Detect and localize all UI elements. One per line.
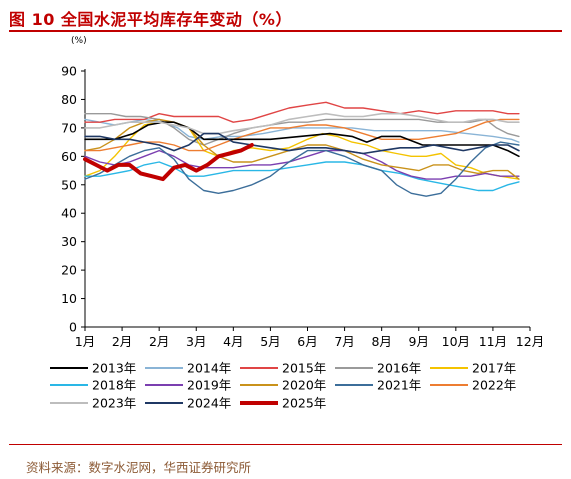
series-line-2022年 bbox=[84, 118, 520, 152]
series-line-2014年 bbox=[84, 118, 520, 143]
legend-label: 2015年 bbox=[282, 361, 326, 376]
source-rule bbox=[9, 444, 562, 445]
legend-label: 2025年 bbox=[282, 396, 326, 411]
y-unit-label: (%) bbox=[71, 36, 87, 46]
y-tick-label: 20 bbox=[61, 263, 77, 278]
axes: 0 10 20 30 40 50 60 70 80 90 1月 2月 2月 3月 4月 5月 6月 7月 8月 9月 1… bbox=[61, 64, 544, 350]
y-tick-label: 40 bbox=[61, 206, 77, 221]
x-tick-label: 9月 bbox=[409, 334, 429, 349]
y-tick-label: 60 bbox=[61, 149, 77, 164]
y-tick-label: 90 bbox=[61, 64, 77, 79]
x-tick-label: 5月 bbox=[260, 334, 280, 349]
series-line-2021年 bbox=[84, 141, 520, 197]
x-tick-label: 11月 bbox=[479, 334, 507, 349]
source-note: 资料来源：数字水泥网，华西证券研究所 bbox=[26, 460, 252, 475]
x-tick-label: 7月 bbox=[334, 334, 354, 349]
legend-label: 2019年 bbox=[187, 378, 231, 393]
y-tick-label: 50 bbox=[61, 177, 77, 192]
series-line-2020年 bbox=[84, 118, 520, 180]
series-line-2018年 bbox=[84, 161, 520, 192]
legend-label: 2024年 bbox=[187, 396, 231, 411]
x-tick-label: 2月 bbox=[112, 334, 132, 349]
x-tick-label: 4月 bbox=[223, 334, 243, 349]
series-lines bbox=[83, 101, 520, 197]
series-line-2016年 bbox=[84, 113, 520, 146]
legend-label: 2023年 bbox=[92, 396, 136, 411]
y-tick-label: 30 bbox=[61, 234, 77, 249]
line-chart: (%) 0 10 20 30 40 50 60 70 80 90 1月 2月 2月 3月 4月 5月 6月 7月 8… bbox=[50, 36, 544, 411]
x-tick-label: 6月 bbox=[297, 334, 317, 349]
series-line-2013年 bbox=[84, 121, 520, 158]
x-tick-label: 3月 bbox=[186, 334, 206, 349]
x-tick-label: 12月 bbox=[516, 334, 544, 349]
legend-label: 2018年 bbox=[92, 378, 136, 393]
title-rule bbox=[9, 30, 562, 32]
legend-label: 2022年 bbox=[472, 378, 516, 393]
legend-label: 2014年 bbox=[187, 361, 231, 376]
legend: 2013年 2014年 2015年 2016年 2017年 2018年 2019年 2020年… bbox=[50, 361, 516, 411]
y-tick-label: 10 bbox=[61, 291, 77, 306]
series-line-2019年 bbox=[84, 149, 520, 180]
legend-label: 2017年 bbox=[472, 361, 516, 376]
x-tick-label: 8月 bbox=[371, 334, 391, 349]
x-tick-label: 2月 bbox=[149, 334, 169, 349]
y-tick-label: 80 bbox=[61, 92, 77, 107]
legend-label: 2013年 bbox=[92, 361, 136, 376]
figure-title: 图 10 全国水泥平均库存年变动（%） bbox=[9, 10, 292, 29]
series-line-2017年 bbox=[84, 121, 520, 180]
series-line-2015年 bbox=[84, 101, 520, 123]
series-line-2023年 bbox=[84, 112, 520, 135]
series-line-2024年 bbox=[84, 132, 520, 155]
x-tick-label: 10月 bbox=[442, 334, 470, 349]
series-line-2025年 bbox=[83, 143, 254, 182]
x-tick-label: 1月 bbox=[75, 334, 95, 349]
y-tick-label: 0 bbox=[69, 320, 77, 335]
y-tick-label: 70 bbox=[61, 120, 77, 135]
legend-label: 2016年 bbox=[377, 361, 421, 376]
legend-label: 2020年 bbox=[282, 378, 326, 393]
legend-label: 2021年 bbox=[377, 378, 421, 393]
